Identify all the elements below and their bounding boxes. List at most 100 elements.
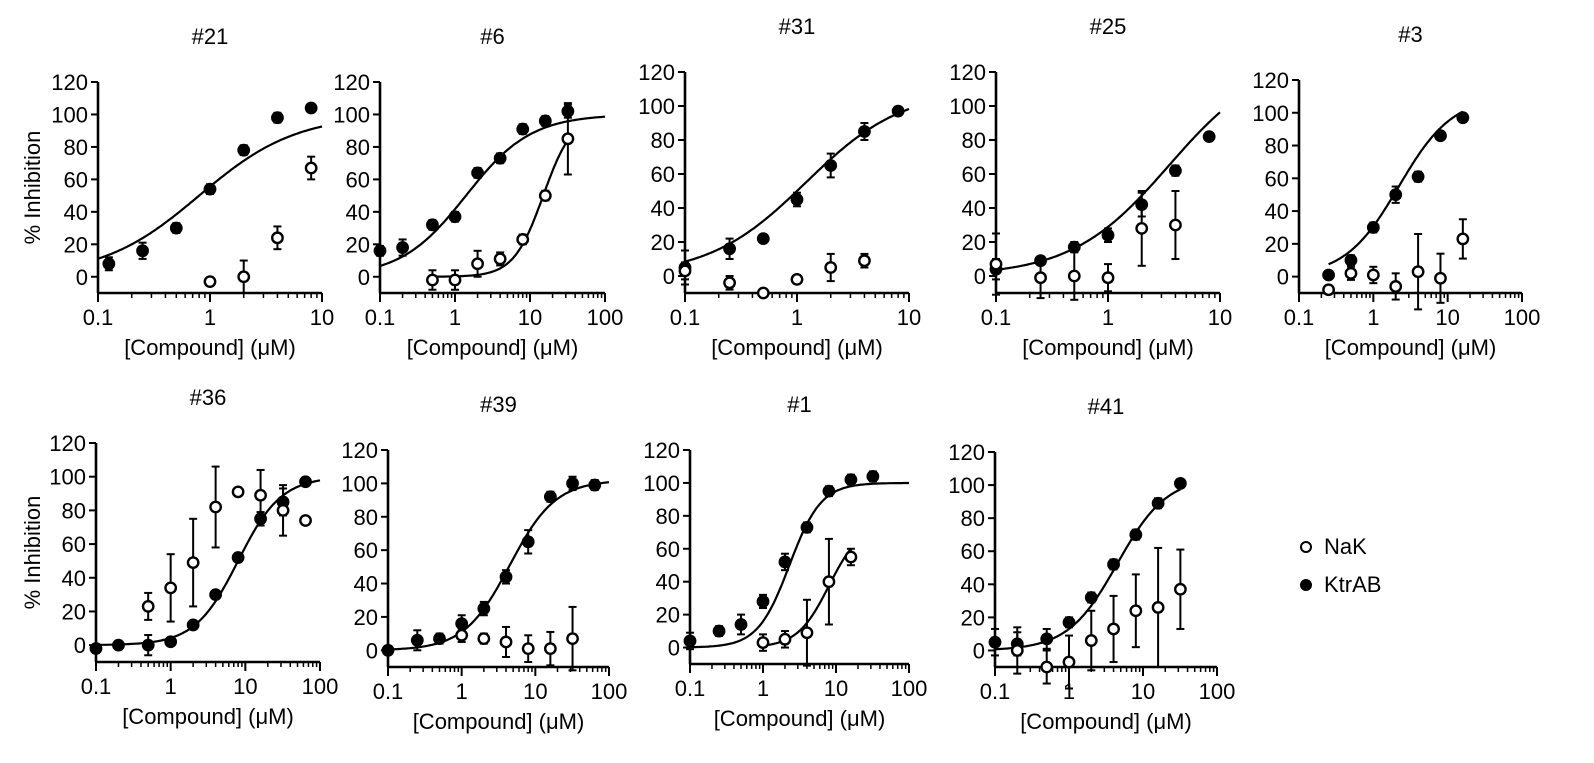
panel-title: #41 bbox=[1088, 394, 1125, 419]
data-point-ktrab bbox=[683, 634, 697, 648]
x-axis-label: [Compound] (μM) bbox=[122, 704, 294, 729]
panel-9: #41 0 20 40 60 80 100 120 0.1 1 10 100 [Compound] (μ… bbox=[948, 394, 1235, 734]
x-tick-label: 0.1 bbox=[81, 674, 112, 699]
data-point-ktrab bbox=[477, 602, 491, 615]
data-point-ktrab bbox=[1456, 111, 1470, 125]
data-point-ktrab bbox=[89, 642, 103, 655]
x-tick-label: 1 bbox=[204, 305, 216, 330]
data-point-ktrab bbox=[426, 218, 439, 232]
x-tick-label: 100 bbox=[1199, 679, 1236, 704]
y-tick-label: 80 bbox=[354, 505, 378, 530]
data-point-nak bbox=[499, 635, 513, 649]
data-point-nak bbox=[1084, 634, 1098, 647]
y-tick-label: 0 bbox=[74, 633, 86, 658]
data-point-ktrab bbox=[790, 193, 804, 206]
x-tick-label: 1 bbox=[757, 676, 769, 701]
data-point-nak bbox=[989, 257, 1003, 271]
y-tick-label: 0 bbox=[1277, 265, 1289, 290]
data-point-nak bbox=[538, 189, 552, 203]
data-point-nak bbox=[1107, 622, 1120, 636]
data-point-ktrab bbox=[1107, 558, 1120, 571]
panel-title: #36 bbox=[190, 385, 227, 410]
data-point-nak bbox=[231, 485, 245, 499]
y-tick-label: 0 bbox=[973, 638, 985, 663]
y-tick-label: 120 bbox=[638, 60, 675, 85]
x-tick-label: 1 bbox=[1367, 305, 1379, 330]
data-point-nak bbox=[1434, 271, 1447, 285]
fit-curve-ktrab bbox=[690, 481, 909, 649]
data-point-ktrab bbox=[1067, 240, 1081, 254]
y-tick-label: 20 bbox=[656, 603, 680, 628]
y-tick-label: 0 bbox=[358, 265, 370, 290]
x-axis-label: [Compound] (μM) bbox=[1020, 709, 1192, 734]
panel-5: #3 0 20 40 60 80 100 120 0.1 1 10 100 [Compound] (μM… bbox=[1252, 22, 1540, 360]
data-point-ktrab bbox=[1151, 496, 1165, 510]
data-point-nak bbox=[141, 600, 155, 613]
y-tick-label: 20 bbox=[961, 605, 985, 630]
fit-curve-ktrab bbox=[995, 111, 1221, 271]
x-axis-label: [Compound] (μM) bbox=[124, 335, 296, 360]
y-tick-label: 0 bbox=[668, 636, 680, 661]
y-tick-label: 40 bbox=[651, 196, 675, 221]
data-point-ktrab bbox=[1411, 170, 1425, 184]
data-point-ktrab bbox=[1169, 164, 1182, 178]
y-tick-label: 120 bbox=[948, 440, 985, 465]
panel-title: #21 bbox=[192, 24, 229, 49]
data-point-ktrab bbox=[566, 476, 579, 490]
data-point-ktrab bbox=[471, 166, 484, 180]
data-point-nak bbox=[566, 632, 579, 646]
y-tick-label: 0 bbox=[76, 265, 88, 290]
x-tick-label: 10 bbox=[523, 679, 547, 704]
data-point-nak bbox=[1040, 660, 1054, 674]
data-point-nak bbox=[1322, 283, 1335, 297]
data-point-ktrab bbox=[237, 143, 251, 157]
data-point-nak bbox=[521, 642, 535, 656]
data-point-ktrab bbox=[1366, 221, 1380, 234]
y-tick-label: 100 bbox=[341, 471, 378, 496]
x-tick-label: 100 bbox=[591, 679, 628, 704]
data-point-ktrab bbox=[271, 111, 284, 125]
data-point-ktrab bbox=[1062, 615, 1076, 629]
data-point-nak bbox=[276, 503, 290, 517]
y-tick-label: 60 bbox=[961, 539, 985, 564]
x-tick-label: 10 bbox=[1435, 305, 1459, 330]
data-point-nak bbox=[756, 286, 770, 300]
legend-item-ktrab: KtrAB bbox=[1300, 566, 1500, 604]
y-tick-label: 20 bbox=[354, 605, 378, 630]
y-tick-label: 20 bbox=[651, 230, 675, 255]
x-tick-label: 0.1 bbox=[670, 305, 701, 330]
panel-3: #31 0 20 40 60 80 100 120 0.1 1 10 [Compound] (μM) bbox=[638, 14, 921, 360]
data-point-ktrab bbox=[203, 182, 217, 196]
data-point-nak bbox=[1456, 232, 1470, 246]
data-point-ktrab bbox=[231, 551, 245, 564]
x-axis-label: [Compound] (μM) bbox=[413, 709, 585, 734]
legend-item-nak: NaK bbox=[1300, 528, 1500, 566]
x-tick-label: 100 bbox=[1504, 305, 1541, 330]
y-tick-label: 20 bbox=[962, 230, 986, 255]
x-tick-label: 0.1 bbox=[675, 676, 706, 701]
x-axis-label: [Compound] (μM) bbox=[1325, 335, 1497, 360]
panel-title: #39 bbox=[480, 392, 517, 417]
data-point-nak bbox=[723, 276, 736, 290]
fit-curve-ktrab bbox=[684, 107, 910, 263]
data-point-ktrab bbox=[299, 475, 312, 489]
y-tick-label: 0 bbox=[663, 264, 675, 289]
data-point-ktrab bbox=[102, 257, 116, 271]
data-point-nak bbox=[1389, 280, 1403, 293]
y-tick-label: 100 bbox=[333, 102, 370, 127]
data-point-ktrab bbox=[499, 570, 513, 584]
x-tick-label: 10 bbox=[1131, 679, 1155, 704]
data-point-nak bbox=[471, 257, 484, 271]
y-tick-label: 40 bbox=[656, 570, 680, 595]
x-tick-label: 10 bbox=[518, 305, 542, 330]
y-tick-label: 20 bbox=[62, 599, 86, 624]
panel-title: #31 bbox=[779, 14, 816, 39]
data-point-nak bbox=[1169, 218, 1182, 232]
data-point-nak bbox=[1135, 221, 1149, 235]
y-tick-label: 120 bbox=[643, 438, 680, 463]
x-tick-label: 0.1 bbox=[980, 679, 1011, 704]
y-tick-label: 40 bbox=[346, 200, 370, 225]
y-axis-label: % Inhibition bbox=[20, 131, 45, 245]
x-tick-label: 10 bbox=[897, 305, 921, 330]
